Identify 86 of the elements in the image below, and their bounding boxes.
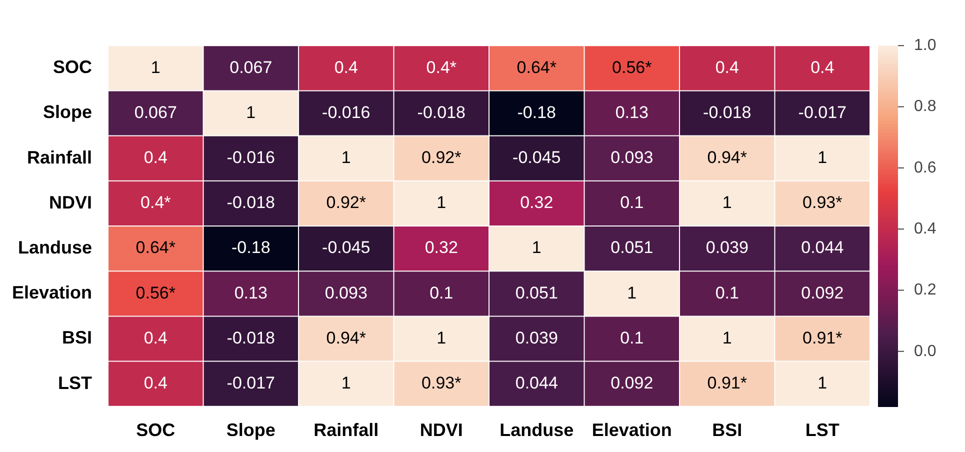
data-label: 0.56*	[612, 58, 652, 77]
data-label: 0.93*	[802, 193, 843, 212]
data-label: 1	[436, 193, 446, 212]
data-label: 0.039	[515, 328, 558, 348]
data-label: 0.64*	[516, 58, 557, 77]
data-label: 1	[818, 148, 828, 168]
data-label: 0.13	[234, 283, 268, 302]
data-label: -0.018	[703, 102, 752, 122]
color-bar-label: 0.2	[914, 282, 936, 299]
data-label: -0.017	[226, 374, 275, 393]
data-label: 0.093	[610, 148, 654, 168]
data-label: 0.092	[610, 374, 654, 393]
data-label: 0.067	[134, 102, 177, 122]
data-label: 0.1	[715, 283, 739, 302]
color-bar-label: 0.4	[914, 220, 936, 238]
color-bar-label: 0.0	[914, 342, 936, 360]
data-label: 0.93*	[422, 374, 462, 393]
data-label: 0.4	[334, 58, 358, 77]
data-label: 0.91*	[707, 374, 748, 393]
x-tick-label: Rainfall	[314, 420, 379, 440]
data-label: 1	[722, 193, 732, 212]
data-label: -0.018	[226, 328, 275, 348]
data-label: 1	[722, 328, 732, 348]
data-label: 1	[436, 328, 446, 348]
x-tick-label: SOC	[136, 420, 176, 440]
data-label: 0.91*	[802, 328, 843, 348]
data-label: -0.016	[322, 102, 370, 122]
data-label: -0.045	[512, 148, 561, 168]
data-label: -0.018	[226, 193, 275, 212]
data-label: 0.067	[230, 58, 272, 77]
data-label: -0.016	[226, 148, 275, 168]
color-bar-label: 0.6	[914, 159, 936, 176]
data-label: 1	[627, 283, 637, 302]
data-label: -0.18	[232, 238, 270, 258]
data-label: 1	[246, 102, 256, 122]
y-tick-label: LST	[58, 372, 92, 393]
data-label: 0.64*	[136, 238, 176, 258]
data-label: 0.92*	[422, 148, 462, 168]
x-tick-label: BSI	[712, 420, 742, 440]
data-label: -0.018	[417, 102, 466, 122]
data-label: 0.051	[515, 283, 558, 302]
data-label: 0.4	[144, 148, 168, 168]
data-label: 0.4	[810, 58, 834, 77]
data-label: 1	[150, 58, 160, 77]
color-bar-label: 0.8	[914, 98, 936, 116]
data-label: 0.4*	[426, 58, 457, 77]
data-label: 0.092	[801, 283, 844, 302]
data-label: 0.94*	[326, 328, 366, 348]
data-label: 0.56*	[136, 283, 176, 302]
data-label: 1	[532, 238, 542, 258]
data-label: -0.017	[798, 102, 846, 122]
data-label: 0.13	[615, 102, 648, 122]
data-label: 0.4*	[140, 193, 172, 212]
data-label: 0.4	[715, 58, 739, 77]
y-tick-label: Landuse	[18, 238, 92, 258]
data-label: 0.093	[324, 283, 368, 302]
y-tick-label: Slope	[43, 102, 92, 122]
x-tick-label: NDVI	[420, 420, 463, 440]
data-label: 0.1	[430, 283, 454, 302]
y-tick-label: BSI	[62, 328, 92, 348]
data-label: 0.1	[620, 328, 644, 348]
x-tick-label: Slope	[226, 420, 276, 440]
x-tick-label: Landuse	[500, 420, 574, 440]
data-label: 1	[341, 374, 351, 393]
x-tick-label: LST	[805, 420, 840, 440]
data-label: 1	[341, 148, 351, 168]
x-tick-label: Elevation	[592, 420, 672, 440]
data-label: -0.045	[322, 238, 370, 258]
data-label: 1	[818, 374, 828, 393]
data-label: 0.4	[144, 374, 168, 393]
data-label: -0.18	[517, 102, 556, 122]
data-label: 0.92*	[326, 193, 366, 212]
y-tick-label: SOC	[53, 57, 92, 78]
data-label: 0.044	[801, 238, 844, 258]
data-label: 0.051	[610, 238, 654, 258]
data-label: 0.4	[144, 328, 168, 348]
y-tick-label: Rainfall	[27, 147, 92, 168]
data-label: 0.039	[706, 238, 748, 258]
data-label: 0.94*	[707, 148, 748, 168]
y-tick-label: Elevation	[12, 282, 92, 303]
data-label: 0.32	[424, 238, 458, 258]
color-bar-label: 1.0	[914, 37, 936, 54]
data-label: 0.044	[515, 374, 558, 393]
data-label: 0.1	[620, 193, 644, 212]
y-tick-label: NDVI	[49, 192, 92, 212]
data-label: 0.32	[520, 193, 554, 212]
